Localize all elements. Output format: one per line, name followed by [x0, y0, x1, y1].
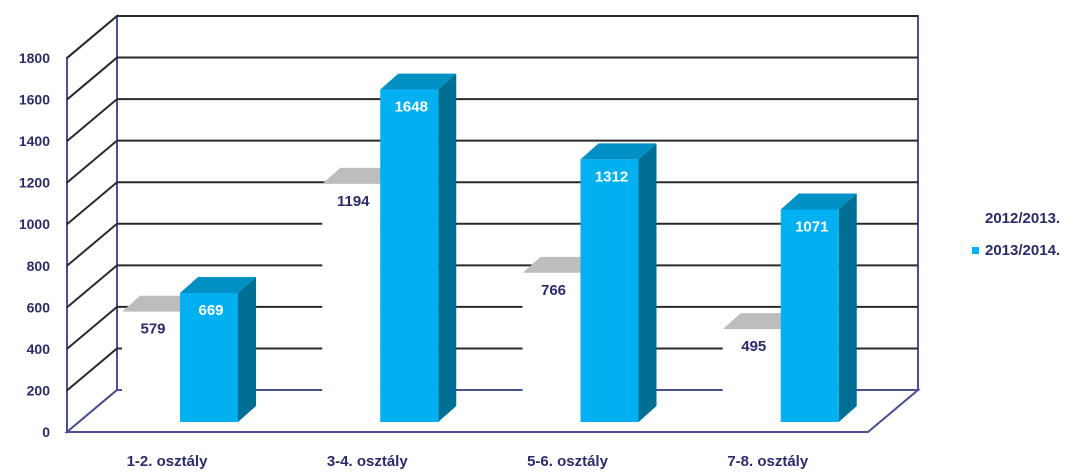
gridline-side — [66, 306, 118, 350]
legend-item-2012-2013: 2012/2013. — [972, 208, 1080, 228]
bar — [180, 292, 238, 422]
gridline-side — [66, 264, 118, 309]
gridline-side — [66, 15, 118, 59]
bar — [580, 159, 639, 422]
y-tick-label: 400 — [27, 341, 51, 357]
bar-side — [838, 193, 857, 422]
data-label: 1648 — [395, 99, 428, 116]
bar-side — [238, 276, 256, 422]
bar-side — [438, 73, 457, 423]
y-tick-label: 1000 — [19, 216, 50, 232]
data-label: 669 — [198, 302, 223, 319]
bar — [322, 183, 381, 422]
bar — [780, 209, 839, 422]
x-tick-label: 3-4. osztály — [327, 453, 409, 470]
x-tick-label: 7-8. osztály — [727, 453, 809, 470]
y-tick-label: 1200 — [19, 175, 50, 191]
bar-top — [322, 167, 399, 184]
legend: 2012/2013. 2013/2014. — [972, 208, 1080, 272]
bar-top — [780, 193, 857, 210]
gridline-side — [66, 181, 118, 225]
data-label: 766 — [541, 282, 566, 299]
y-tick-label: 800 — [27, 258, 51, 274]
bar-top — [722, 313, 799, 330]
bar-side — [638, 143, 657, 422]
bar — [122, 311, 180, 422]
floor — [64, 389, 921, 433]
legend-swatch-2013-2014 — [972, 246, 979, 254]
data-label: 1194 — [337, 193, 370, 210]
bar-top — [180, 276, 256, 293]
y-tick-label: 0 — [42, 424, 50, 440]
y-tick-label: 1400 — [19, 133, 50, 149]
x-tick-label: 1-2. osztály — [127, 453, 209, 470]
legend-item-2013-2014: 2013/2014. — [972, 240, 1080, 260]
gridline-side — [66, 56, 118, 101]
gridline-side — [66, 347, 118, 392]
bar-top — [522, 256, 599, 273]
bar-top — [122, 295, 198, 312]
gridline-side — [66, 98, 118, 142]
legend-label-2012-2013: 2012/2013. — [985, 209, 1061, 227]
bar — [522, 272, 581, 422]
data-label: 579 — [140, 321, 165, 338]
x-tick-label: 5-6. osztály — [527, 453, 609, 470]
y-tick-label: 600 — [27, 299, 51, 315]
bar-top — [380, 73, 457, 90]
bar-top — [580, 143, 657, 160]
data-label: 495 — [741, 338, 766, 355]
y-tick-label: 1800 — [19, 50, 50, 66]
data-label: 1312 — [595, 168, 628, 185]
legend-label-2013-2014: 2013/2014. — [985, 241, 1061, 259]
gridline-side — [66, 139, 118, 184]
bar — [380, 89, 439, 423]
y-tick-label: 200 — [27, 382, 51, 398]
data-label: 1071 — [795, 218, 828, 235]
legend-swatch-2012-2013 — [972, 214, 979, 222]
y-tick-label: 1600 — [19, 92, 50, 108]
gridline-side — [66, 223, 118, 267]
bar — [722, 329, 781, 422]
